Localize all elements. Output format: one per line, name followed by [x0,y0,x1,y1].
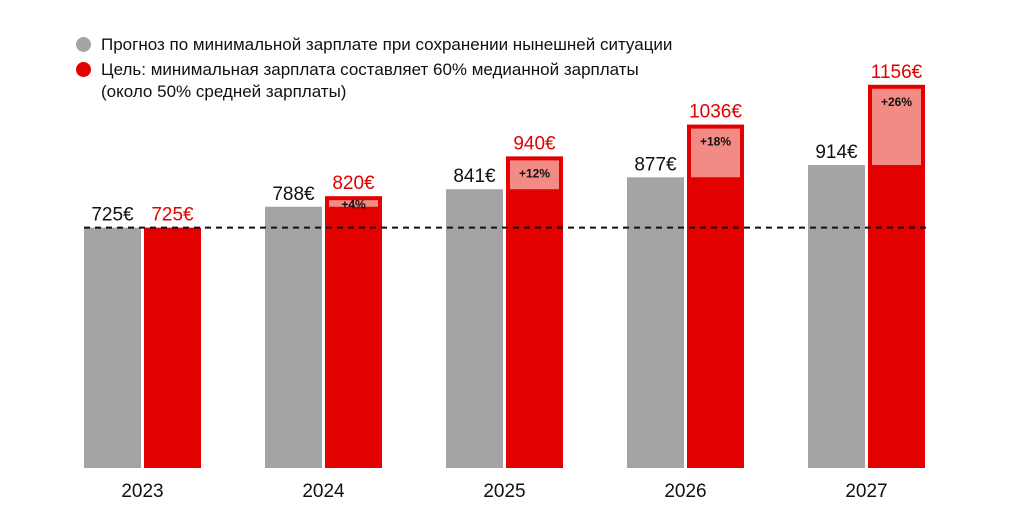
forecast-bar-2026 [627,177,684,468]
target-value-label-2026: 1036€ [689,102,742,123]
x-tick-label-2023: 2023 [121,481,163,502]
x-tick-label-2026: 2026 [664,481,706,502]
forecast-value-label-2027: 914€ [815,142,858,163]
increase-label-2024: +4% [341,197,366,211]
legend-swatch-target [76,62,91,77]
increase-box-2026 [691,128,740,178]
x-tick-label-2025: 2025 [483,481,525,502]
increase-box-2027 [872,88,921,166]
increase-label-2025: +12% [519,166,550,180]
target-bar-2026 [687,124,744,468]
target-bar-2024 [325,196,382,469]
forecast-value-label-2026: 877€ [634,154,677,175]
target-bar-2025 [506,156,563,468]
forecast-value-label-2023: 725€ [91,205,134,226]
forecast-bar-2024 [265,206,322,468]
target-value-label-2024: 820€ [332,173,375,194]
forecast-bar-2023 [84,227,141,468]
increase-box-2025 [510,160,559,190]
target-value-label-2023: 725€ [151,205,194,226]
legend-label-forecast: Прогноз по минимальной зарплате при сохр… [101,35,673,54]
forecast-bar-2025 [446,189,503,468]
x-tick-label-2027: 2027 [845,481,887,502]
forecast-value-label-2024: 788€ [272,184,315,205]
increase-label-2027: +26% [881,95,912,109]
forecast-value-label-2025: 841€ [453,166,496,187]
target-value-label-2025: 940€ [513,133,556,154]
legend-label-target: Цель: минимальная зарплата составляет 60… [101,60,639,101]
increase-label-2026: +18% [700,135,731,149]
increase-box-2024 [329,200,378,207]
legend-swatch-forecast [76,37,91,52]
target-bar-2023 [144,227,201,468]
legend-item-forecast: Прогноз по минимальной зарплате при сохр… [76,34,672,56]
forecast-bar-2027 [808,165,865,468]
x-tick-label-2024: 2024 [302,481,345,502]
legend-item-target: Цель: минимальная зарплата составляет 60… [76,59,672,103]
legend: Прогноз по минимальной зарплате при сохр… [76,34,672,103]
target-value-label-2027: 1156€ [871,62,923,83]
